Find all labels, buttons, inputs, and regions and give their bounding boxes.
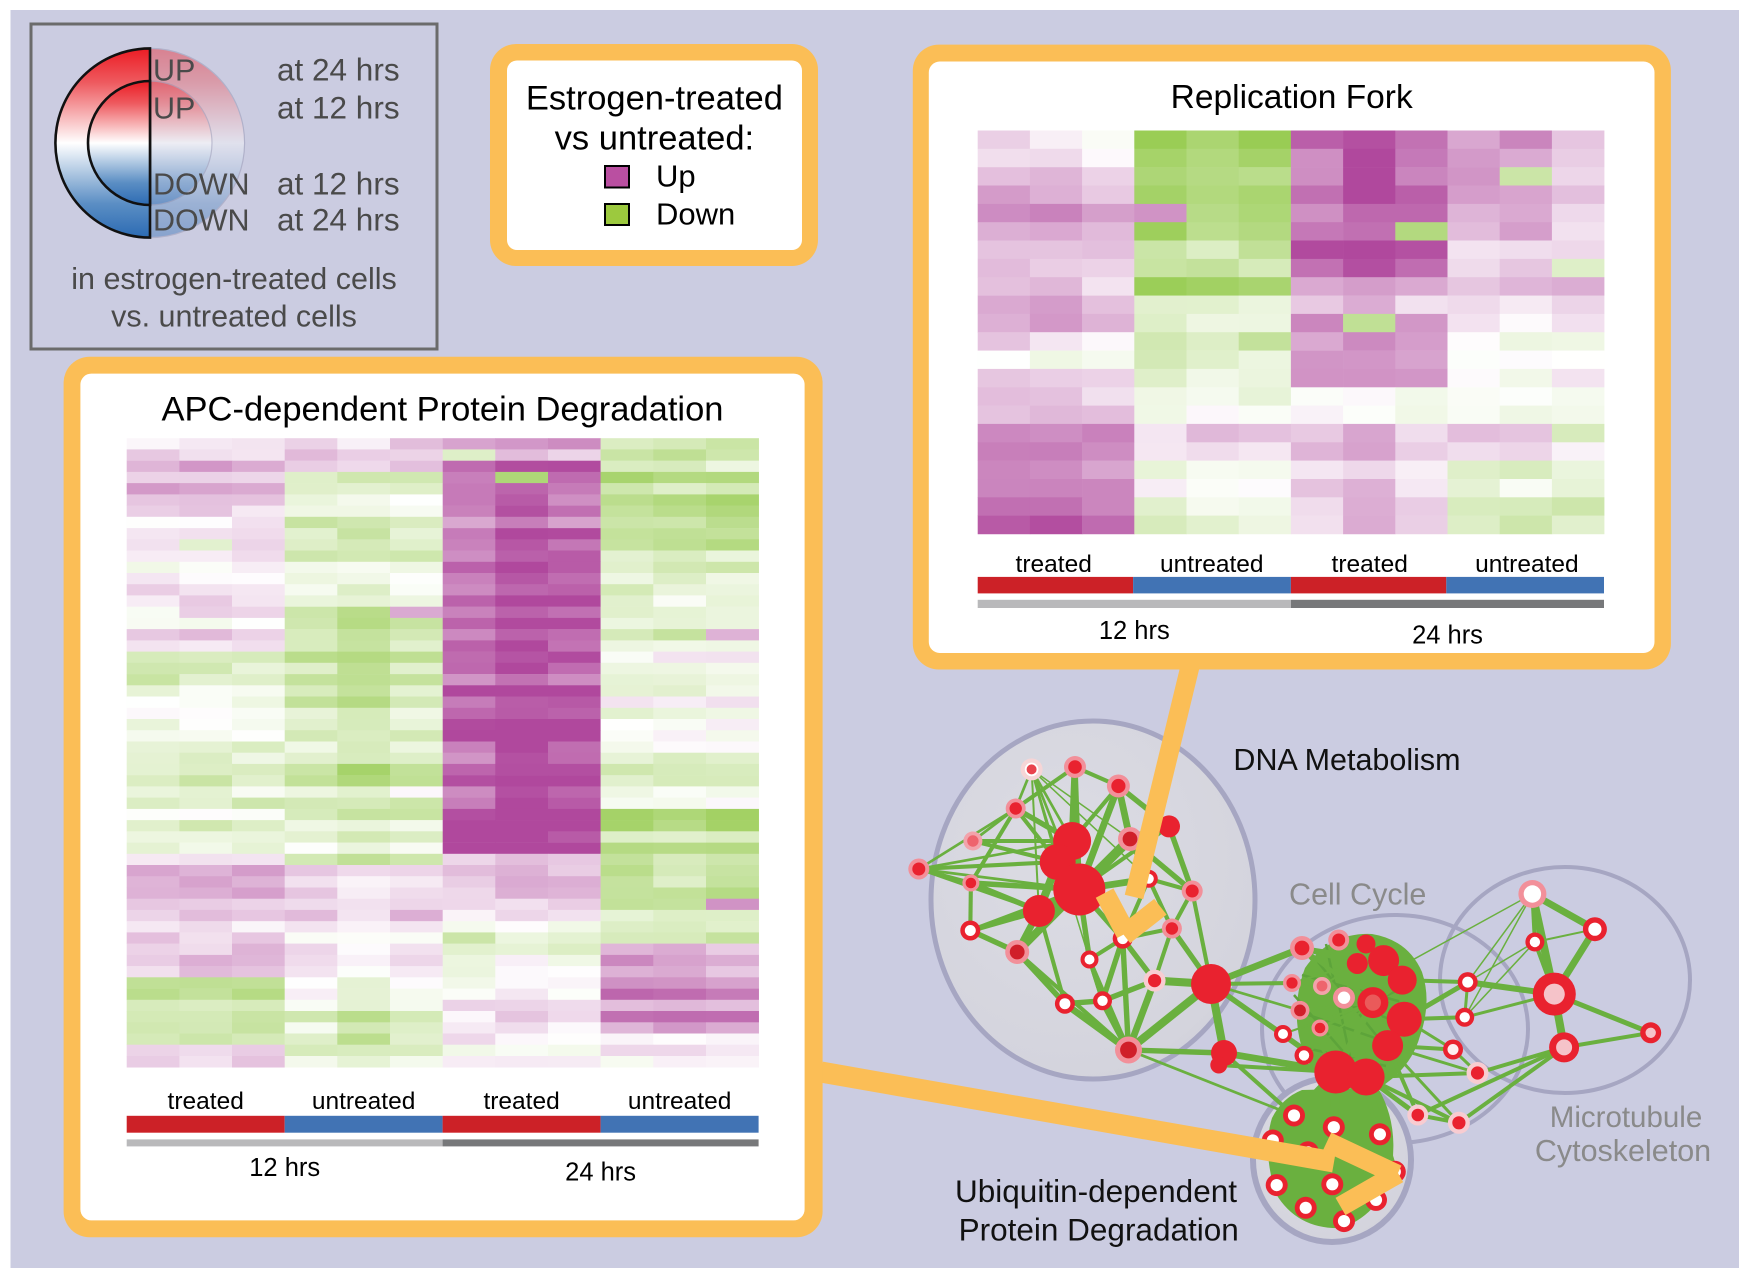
svg-text:treated: treated	[1016, 551, 1092, 578]
svg-text:Up: Up	[656, 159, 696, 194]
svg-text:24 hrs: 24 hrs	[565, 1158, 636, 1186]
svg-text:untreated: untreated	[312, 1088, 416, 1115]
svg-text:Protein Degradation: Protein Degradation	[959, 1211, 1239, 1247]
svg-text:untreated: untreated	[1160, 551, 1264, 578]
svg-text:UP: UP	[153, 92, 195, 126]
svg-text:vs untreated:: vs untreated:	[555, 120, 754, 158]
svg-text:Microtubule: Microtubule	[1550, 1101, 1702, 1134]
svg-text:at 24 hrs: at 24 hrs	[277, 202, 400, 238]
svg-text:12 hrs: 12 hrs	[1099, 617, 1170, 645]
svg-text:treated: treated	[483, 1088, 559, 1115]
svg-text:treated: treated	[1332, 551, 1408, 578]
svg-text:DNA Metabolism: DNA Metabolism	[1233, 743, 1460, 777]
svg-text:Down: Down	[656, 197, 735, 232]
svg-text:Cell Cycle: Cell Cycle	[1289, 878, 1426, 912]
svg-text:at 24 hrs: at 24 hrs	[277, 52, 400, 88]
svg-text:UP: UP	[153, 54, 195, 88]
svg-text:Estrogen-treated: Estrogen-treated	[526, 80, 783, 118]
svg-text:Cytoskeleton: Cytoskeleton	[1535, 1134, 1711, 1168]
svg-text:vs. untreated cells: vs. untreated cells	[111, 300, 357, 334]
svg-text:treated: treated	[168, 1088, 244, 1115]
svg-text:at 12 hrs: at 12 hrs	[277, 90, 400, 126]
svg-text:DOWN: DOWN	[153, 168, 250, 202]
svg-text:DOWN: DOWN	[153, 204, 250, 238]
svg-text:12 hrs: 12 hrs	[249, 1154, 320, 1182]
svg-text:24 hrs: 24 hrs	[1412, 622, 1483, 650]
svg-text:Ubiquitin-dependent: Ubiquitin-dependent	[955, 1173, 1237, 1209]
svg-text:untreated: untreated	[1475, 551, 1579, 578]
svg-text:APC-dependent Protein Degradat: APC-dependent Protein Degradation	[162, 391, 724, 429]
svg-text:at 12 hrs: at 12 hrs	[277, 166, 400, 202]
svg-text:untreated: untreated	[628, 1088, 732, 1115]
svg-text:in estrogen-treated cells: in estrogen-treated cells	[71, 262, 397, 296]
svg-text:Replication Fork: Replication Fork	[1171, 79, 1413, 116]
